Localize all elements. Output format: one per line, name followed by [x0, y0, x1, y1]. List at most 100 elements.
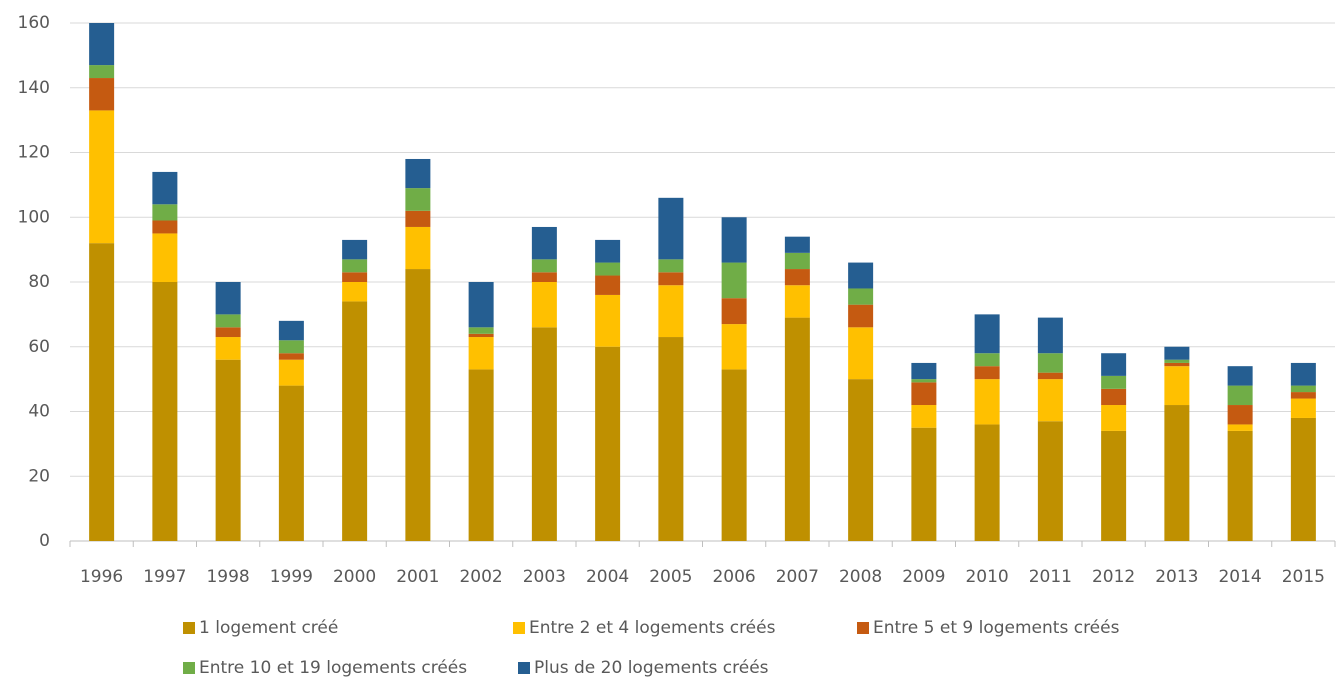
bar-segment — [658, 285, 684, 338]
y-tick-label: 120 — [18, 143, 50, 163]
bar-segment — [342, 272, 368, 282]
x-tick-label: 1996 — [80, 567, 123, 587]
bar-segment — [595, 294, 621, 347]
x-tick-label: 2000 — [333, 567, 376, 587]
bar-segment — [278, 359, 304, 386]
bar-segment — [152, 233, 178, 282]
bar-segment — [784, 317, 810, 541]
bar-segment — [1290, 417, 1316, 541]
bar-segment — [721, 369, 747, 541]
bar-segment — [152, 220, 178, 234]
x-tick-label: 2008 — [839, 567, 882, 587]
bar-segment — [152, 282, 178, 541]
bar-segment — [911, 382, 937, 406]
bar-segment — [468, 327, 494, 334]
bar-segment — [658, 272, 684, 286]
x-tick-label: 2006 — [712, 567, 755, 587]
bar-segment — [595, 346, 621, 541]
bar-segment — [468, 369, 494, 541]
bar-segment — [1101, 430, 1127, 541]
y-tick-label: 40 — [28, 402, 50, 422]
x-tick-label: 2001 — [396, 567, 439, 587]
bar-segment — [531, 272, 557, 282]
bar-segment — [974, 424, 1000, 541]
bar-segment — [1101, 353, 1127, 376]
bar-segment — [1227, 430, 1253, 541]
bar-segment — [974, 353, 1000, 367]
bar-segment — [1037, 421, 1063, 541]
x-tick-label: 2002 — [459, 567, 502, 587]
y-tick-label: 140 — [18, 78, 50, 98]
bar-segment — [342, 301, 368, 541]
bar-segment — [89, 65, 115, 79]
bar-segment — [1290, 398, 1316, 418]
x-tick-label: 2011 — [1029, 567, 1072, 587]
bar-segment — [215, 314, 241, 328]
legend-swatch — [518, 662, 530, 674]
bar-segment — [278, 385, 304, 541]
y-tick-label: 100 — [18, 207, 50, 227]
bar-segment — [405, 158, 431, 189]
x-tick-label: 2005 — [649, 567, 692, 587]
bar-segment — [342, 239, 368, 260]
bar-segment — [911, 379, 937, 383]
bar-segment — [1101, 375, 1127, 389]
bar-segment — [531, 259, 557, 273]
bar-segment — [405, 226, 431, 270]
bar-segment — [1290, 392, 1316, 399]
bar-segment — [911, 405, 937, 428]
bar-segment — [658, 259, 684, 273]
bar-segment — [595, 262, 621, 276]
bar-segment — [784, 252, 810, 270]
bar-segment — [278, 353, 304, 360]
bar-segment — [1101, 388, 1127, 406]
x-tick-label: 2009 — [902, 567, 945, 587]
bar-segment — [658, 337, 684, 541]
bar-segment — [974, 314, 1000, 354]
bar-segment — [1037, 317, 1063, 354]
legend-swatch — [857, 622, 869, 634]
bar-segment — [531, 226, 557, 260]
y-tick-label: 160 — [18, 13, 50, 33]
bar-segment — [1164, 405, 1190, 541]
x-tick-label: 1999 — [270, 567, 313, 587]
bar-segment — [1101, 405, 1127, 431]
bar-segment — [89, 110, 115, 244]
bar-segment — [215, 337, 241, 360]
bar-segment — [595, 275, 621, 295]
bar-segment — [89, 243, 115, 541]
bar-segment — [784, 269, 810, 286]
bar-segment — [848, 327, 874, 380]
bar-segment — [1227, 385, 1253, 406]
bar-segment — [89, 23, 115, 66]
x-tick-label: 2004 — [586, 567, 629, 587]
bar-segment — [1164, 346, 1190, 360]
bar-segment — [531, 282, 557, 328]
bar-segment — [721, 262, 747, 299]
bar-segment — [1227, 424, 1253, 431]
bar-segment — [1227, 405, 1253, 425]
bar-segment — [405, 210, 431, 227]
bar-segment — [342, 259, 368, 273]
legend-label: Entre 2 et 4 logements créés — [529, 618, 776, 638]
legend-label: Plus de 20 logements créés — [534, 658, 769, 678]
bar-segment — [658, 197, 684, 260]
legend-swatch — [513, 622, 525, 634]
x-tick-label: 2014 — [1218, 567, 1261, 587]
y-tick-label: 0 — [39, 531, 50, 551]
bar-segment — [848, 288, 874, 305]
bar-segment — [468, 333, 494, 338]
bar-segment — [278, 340, 304, 354]
x-tick-label: 1997 — [143, 567, 186, 587]
bar-segment — [911, 362, 937, 380]
bar-segment — [405, 188, 431, 211]
bar-segment — [848, 304, 874, 328]
bar-segment — [215, 282, 241, 315]
bar-segment — [911, 427, 937, 541]
y-tick-label: 20 — [28, 466, 50, 486]
legend-swatch — [183, 662, 195, 674]
bar-segment — [1037, 379, 1063, 422]
bar-segment — [215, 327, 241, 338]
bar-segment — [152, 171, 178, 205]
bar-segment — [1227, 366, 1253, 386]
